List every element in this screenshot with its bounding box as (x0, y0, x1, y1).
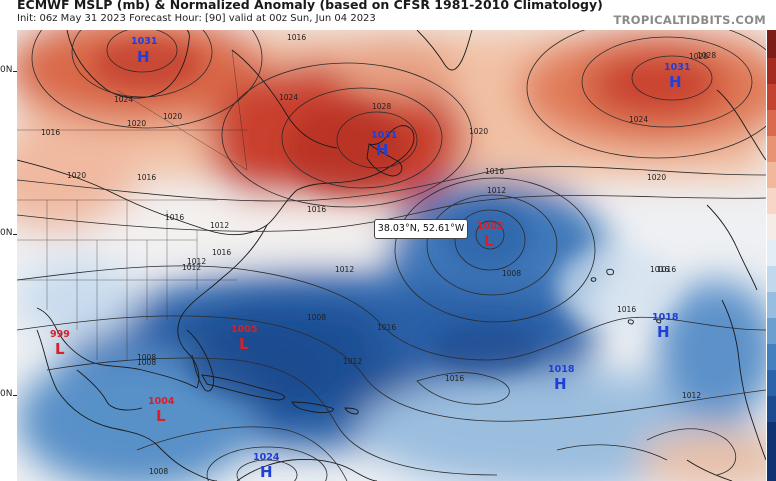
low-letter: L (239, 335, 249, 353)
isobar-label: 1012 (487, 186, 506, 195)
high-value: 1031 (371, 130, 397, 141)
isobar-label: 1020 (469, 127, 488, 136)
isobar-label: 1016 (445, 374, 464, 383)
high-letter: H (260, 463, 273, 481)
high-letter: H (137, 48, 150, 66)
isobar-label: 1012 (210, 221, 229, 230)
high-value: 1018 (548, 364, 575, 375)
isobar-label: 1008 (502, 269, 521, 278)
isobar-label: 1016 (165, 213, 184, 222)
isobar-label: 1016 (377, 323, 396, 332)
site-watermark[interactable]: TROPICALTIDBITS.COM (613, 13, 766, 27)
isobar-label: 1020 (127, 119, 146, 128)
isobar-label: 1016 (212, 248, 231, 257)
isobar-label: 1012 (187, 257, 206, 266)
isobar-label: 1012 (335, 265, 354, 274)
isobar-labels: 1016 1020 1024 1028 1028 1024 1020 1016 … (41, 33, 716, 476)
high-letter: H (554, 375, 567, 393)
isobar-label: 1020 (67, 171, 86, 180)
isobar-label: 1016 (137, 173, 156, 182)
isobar-label: 1012 (682, 391, 701, 400)
low-letter: L (156, 407, 166, 425)
isobar-label: 1020 (163, 112, 182, 121)
high-letter: H (657, 323, 670, 341)
isobar-label: 1008 (149, 467, 168, 476)
isobar-label: 1008 (137, 358, 156, 367)
low-value: 1002 (477, 221, 503, 232)
coastlines (17, 30, 766, 481)
isobar-label: 1008 (137, 353, 156, 362)
isobar-label: 1012 (343, 357, 362, 366)
isobar-label: 1008 (307, 313, 326, 322)
isobar-label: 1024 (279, 93, 298, 102)
anomaly-colorbar (766, 30, 776, 481)
isobar-label: 1028 (372, 102, 391, 111)
chart-title: ECMWF MSLP (mb) & Normalized Anomaly (ba… (17, 0, 603, 12)
high-value: 1031 (664, 62, 690, 73)
low-value: 1005 (231, 324, 257, 335)
isobar-label: 1020 (647, 173, 666, 182)
lat-label-south: 0N (0, 389, 13, 399)
isobar-label: 1016 (485, 167, 504, 176)
lat-tick-middle (13, 234, 17, 235)
low-letter: L (55, 340, 65, 358)
lat-label-middle: 0N (0, 228, 13, 238)
isobar-label: 1012 (182, 263, 201, 272)
isobar-label: 1016 (287, 33, 306, 42)
forecast-info: Init: 06z May 31 2023 Forecast Hour: [90… (17, 13, 376, 24)
isobar-label: 1024 (629, 115, 648, 124)
isobar-label: 1016 (307, 205, 326, 214)
isobar-label: 1028 (689, 52, 708, 61)
isobars (17, 30, 766, 481)
high-letter: H (376, 141, 389, 159)
anomaly-field (17, 30, 766, 481)
political-borders (17, 49, 248, 360)
lat-tick-south (13, 395, 17, 396)
map-canvas: 1016 1020 1024 1028 1028 1024 1020 1016 … (17, 30, 766, 481)
pressure-centers: 1031 H 1031 H 1031 H 1002 L 1005 L 999 L… (50, 36, 690, 481)
isobar-label: 1028 (697, 51, 716, 60)
isobar-label: 1016 (657, 265, 676, 274)
low-value: 1004 (148, 396, 175, 407)
isobar-label: 1016 (650, 265, 669, 274)
isobar-label: 1024 (114, 95, 133, 104)
isobar-label: 1016 (617, 305, 636, 314)
low-value: 999 (50, 329, 70, 340)
lat-label-north: 0N (0, 65, 13, 75)
high-letter: H (669, 73, 682, 91)
isobar-label: 1016 (41, 128, 60, 137)
high-value: 1018 (652, 312, 679, 323)
low-letter: L (484, 232, 494, 250)
cursor-coordinate-readout: 38.03°N, 52.61°W (374, 219, 468, 239)
lat-tick-north (13, 71, 17, 72)
high-value: 1024 (253, 452, 280, 463)
high-value: 1031 (131, 36, 157, 47)
forecast-map[interactable]: 1016 1020 1024 1028 1028 1024 1020 1016 … (17, 30, 766, 481)
